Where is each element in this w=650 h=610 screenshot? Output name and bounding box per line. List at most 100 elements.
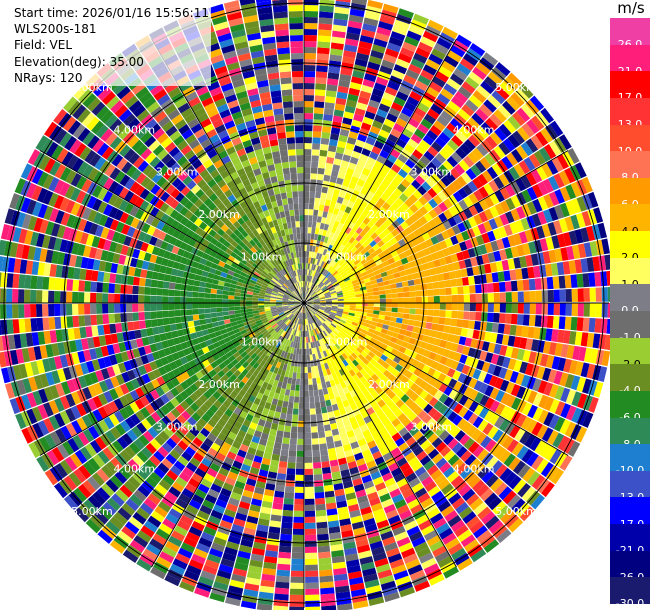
range-gate (334, 256, 341, 263)
range-gate (450, 360, 459, 370)
range-gate (348, 243, 355, 251)
range-gate (373, 295, 380, 299)
range-gate (322, 255, 328, 262)
range-gate (582, 378, 592, 394)
range-gate (500, 509, 515, 524)
range-gate (498, 486, 513, 501)
range-gate (448, 492, 462, 505)
range-gate (357, 245, 365, 252)
range-gate (438, 164, 450, 176)
range-gate (307, 304, 314, 307)
range-gate (491, 90, 506, 105)
range-gate (127, 321, 135, 331)
range-gate (329, 259, 335, 266)
range-gate (526, 419, 538, 433)
range-gate (442, 407, 453, 419)
range-gate (321, 186, 328, 194)
range-gate (162, 317, 170, 326)
range-gate (314, 401, 321, 409)
range-gate (354, 386, 362, 395)
range-gate (346, 331, 353, 337)
range-gate (378, 390, 387, 399)
range-gate (313, 322, 317, 329)
range-gate (336, 91, 348, 100)
range-gate (391, 493, 404, 504)
range-gate (362, 567, 377, 577)
range-gate (444, 55, 459, 68)
range-gate (415, 308, 422, 315)
range-gate (358, 383, 367, 392)
range-gate (320, 587, 335, 595)
range-gate (576, 377, 587, 393)
range-gate (349, 292, 356, 296)
range-gate (420, 497, 434, 509)
range-gate (306, 295, 311, 300)
range-gate (391, 102, 404, 112)
range-gate (192, 297, 199, 303)
range-gate (319, 569, 333, 577)
range-gate (347, 339, 354, 346)
range-gate (180, 309, 187, 316)
range-gate (340, 262, 347, 268)
range-gate (60, 291, 67, 303)
range-gate (385, 197, 395, 206)
range-gate (365, 254, 373, 262)
range-gate (373, 306, 380, 311)
range-gate (415, 47, 431, 59)
range-gate (503, 471, 517, 486)
range-gate (502, 100, 516, 115)
range-gate (360, 312, 368, 316)
range-gate (400, 394, 410, 403)
range-gate (308, 282, 312, 288)
range-gate (290, 384, 296, 391)
range-gate (335, 349, 342, 357)
range-gate (494, 482, 508, 496)
range-gate (325, 381, 332, 388)
range-gate (311, 251, 315, 258)
range-gate (354, 184, 363, 193)
range-gate (310, 291, 316, 296)
range-gate (115, 323, 123, 333)
range-gate (351, 119, 362, 128)
range-gate (361, 512, 374, 522)
range-gate (362, 429, 372, 438)
range-gate (423, 460, 435, 471)
range-gate (423, 202, 433, 212)
range-gate (431, 157, 442, 169)
range-gate (472, 66, 487, 80)
range-gate (289, 438, 297, 445)
range-gate (418, 216, 428, 226)
range-gate (431, 490, 444, 503)
range-gate (330, 268, 337, 275)
range-gate (304, 396, 310, 403)
range-gate (305, 293, 308, 300)
range-gate (379, 223, 387, 232)
range-gate (311, 348, 315, 355)
range-gate (484, 397, 495, 410)
range-gate (339, 407, 347, 416)
range-gate (409, 426, 420, 437)
range-gate (557, 435, 570, 451)
range-gate (319, 303, 326, 306)
range-gate (494, 377, 504, 390)
range-gate (312, 384, 318, 391)
range-gate (304, 203, 309, 210)
range-gate (353, 527, 366, 536)
range-gate (551, 356, 561, 370)
range-gate (299, 396, 304, 403)
range-gate (433, 42, 449, 55)
range-gate (370, 365, 379, 374)
range-gate (289, 444, 297, 451)
range-gate (375, 350, 383, 358)
range-gate (480, 122, 494, 135)
range-gate (502, 435, 514, 450)
range-gate (498, 281, 506, 292)
range-gate (371, 333, 379, 340)
range-gate (492, 429, 504, 443)
range-gate (351, 224, 359, 232)
range-gate (336, 311, 343, 316)
range-gate (469, 294, 476, 303)
range-gate (276, 430, 284, 438)
range-gate (325, 96, 336, 104)
range-gate (332, 345, 339, 352)
